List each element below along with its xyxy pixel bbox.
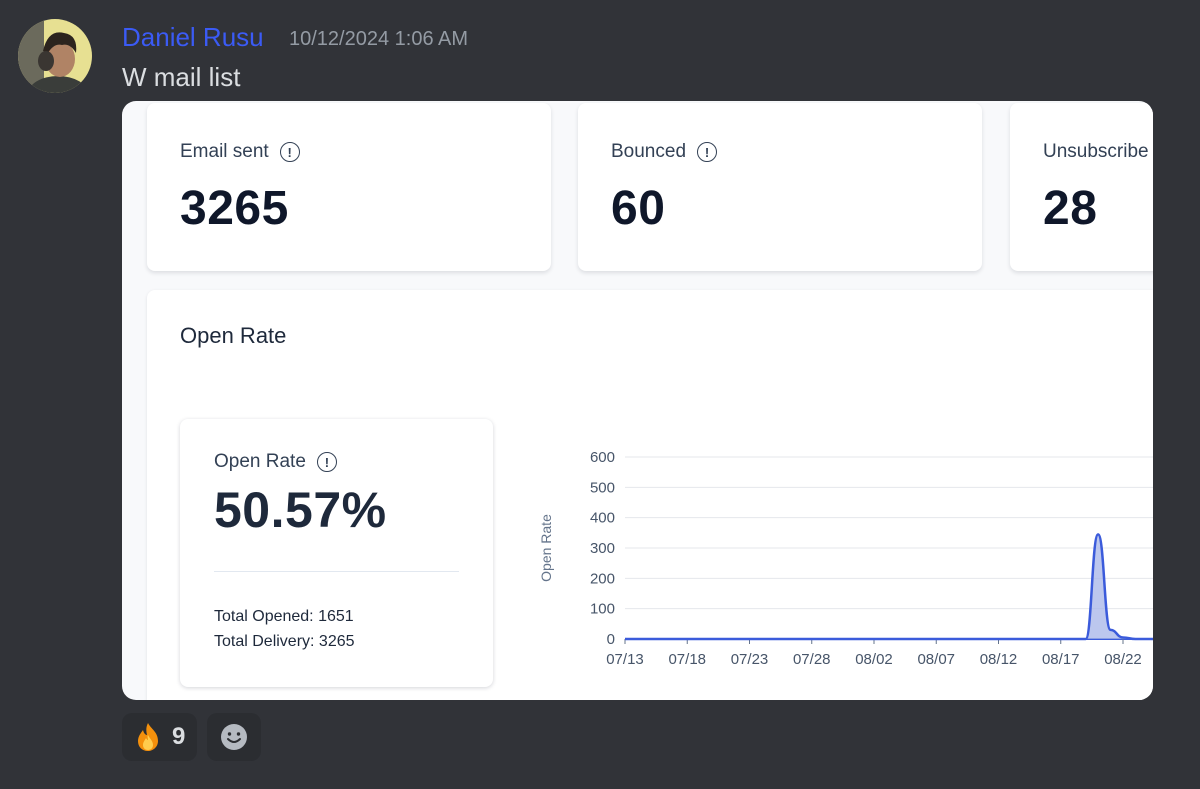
reaction-count: 9 [172,723,186,750]
total-opened: Total Opened: 1651 [214,608,354,625]
x-tick-label: 08/22 [1104,651,1142,668]
x-tick-label: 08/02 [855,651,893,668]
open-rate-label: Open Rate ! [214,451,337,473]
y-tick-label: 400 [590,510,615,527]
stat-label: Unsubscribe [1043,141,1149,163]
info-icon[interactable]: ! [279,142,300,162]
open-rate-panel: Open Rate Open Rate ! 50.57% Total Opene… [147,290,1153,700]
stat-card-email-sent: Email sent ! 3265 [147,103,551,271]
info-icon[interactable]: ! [697,142,718,162]
y-tick-label: 600 [590,449,615,466]
y-tick-label: 300 [590,540,615,557]
x-tick-label: 07/13 [606,651,644,668]
reaction-fire[interactable]: 9 [122,713,198,761]
image-attachment[interactable]: Email sent ! 3265 Bounced ! 60 Unsubscri… [122,101,1153,700]
series-area [625,534,1153,639]
total-delivery: Total Delivery: 3265 [214,633,355,650]
stat-label-text: Bounced [611,141,687,162]
add-reaction-button[interactable] [207,713,262,761]
info-icon[interactable]: ! [316,452,337,472]
message-text: W mail list [122,62,241,92]
message-timestamp: 10/12/2024 1:06 AM [289,28,469,50]
panel-title: Open Rate [180,323,287,348]
user-avatar[interactable] [18,19,92,93]
divider [214,571,459,572]
stat-label-text: Email sent [180,141,269,162]
x-tick-label: 08/17 [1042,651,1080,668]
y-axis-title: Open Rate [538,514,554,582]
stat-label: Email sent ! [180,141,300,163]
series-line [625,533,1153,641]
x-tick-label: 08/07 [917,651,955,668]
y-tick-label: 0 [607,631,615,648]
reactions-bar: 9 [122,713,262,761]
open-rate-label-text: Open Rate [214,451,306,472]
message-author[interactable]: Daniel Rusu [122,22,264,52]
fire-icon [138,723,158,751]
stat-card-unsubscribe: Unsubscribe 28 [1010,103,1153,271]
stat-card-bounced: Bounced ! 60 [578,103,982,271]
avatar-image [18,19,92,93]
open-rate-chart: 0 100 200 300 400 500 600 Open Rate 07/13 07/18 07… [538,449,1153,668]
open-rate-card: Open Rate ! 50.57% Total Opened: 1651 To… [180,419,493,687]
smiley-icon [221,724,248,750]
y-tick-label: 100 [590,601,615,618]
stat-label: Bounced ! [611,141,718,163]
x-tick-label: 07/28 [793,651,831,668]
y-tick-label: 500 [590,479,615,496]
stat-label-text: Unsubscribe [1043,141,1149,162]
stat-value: 3265 [180,182,289,235]
y-tick-label: 200 [590,570,615,587]
stat-value: 28 [1043,182,1098,235]
stat-value: 60 [611,182,666,235]
x-tick-label: 07/18 [668,651,706,668]
x-tick-label: 07/23 [731,651,769,668]
open-rate-value: 50.57% [214,482,387,538]
x-tick-label: 08/12 [980,651,1018,668]
